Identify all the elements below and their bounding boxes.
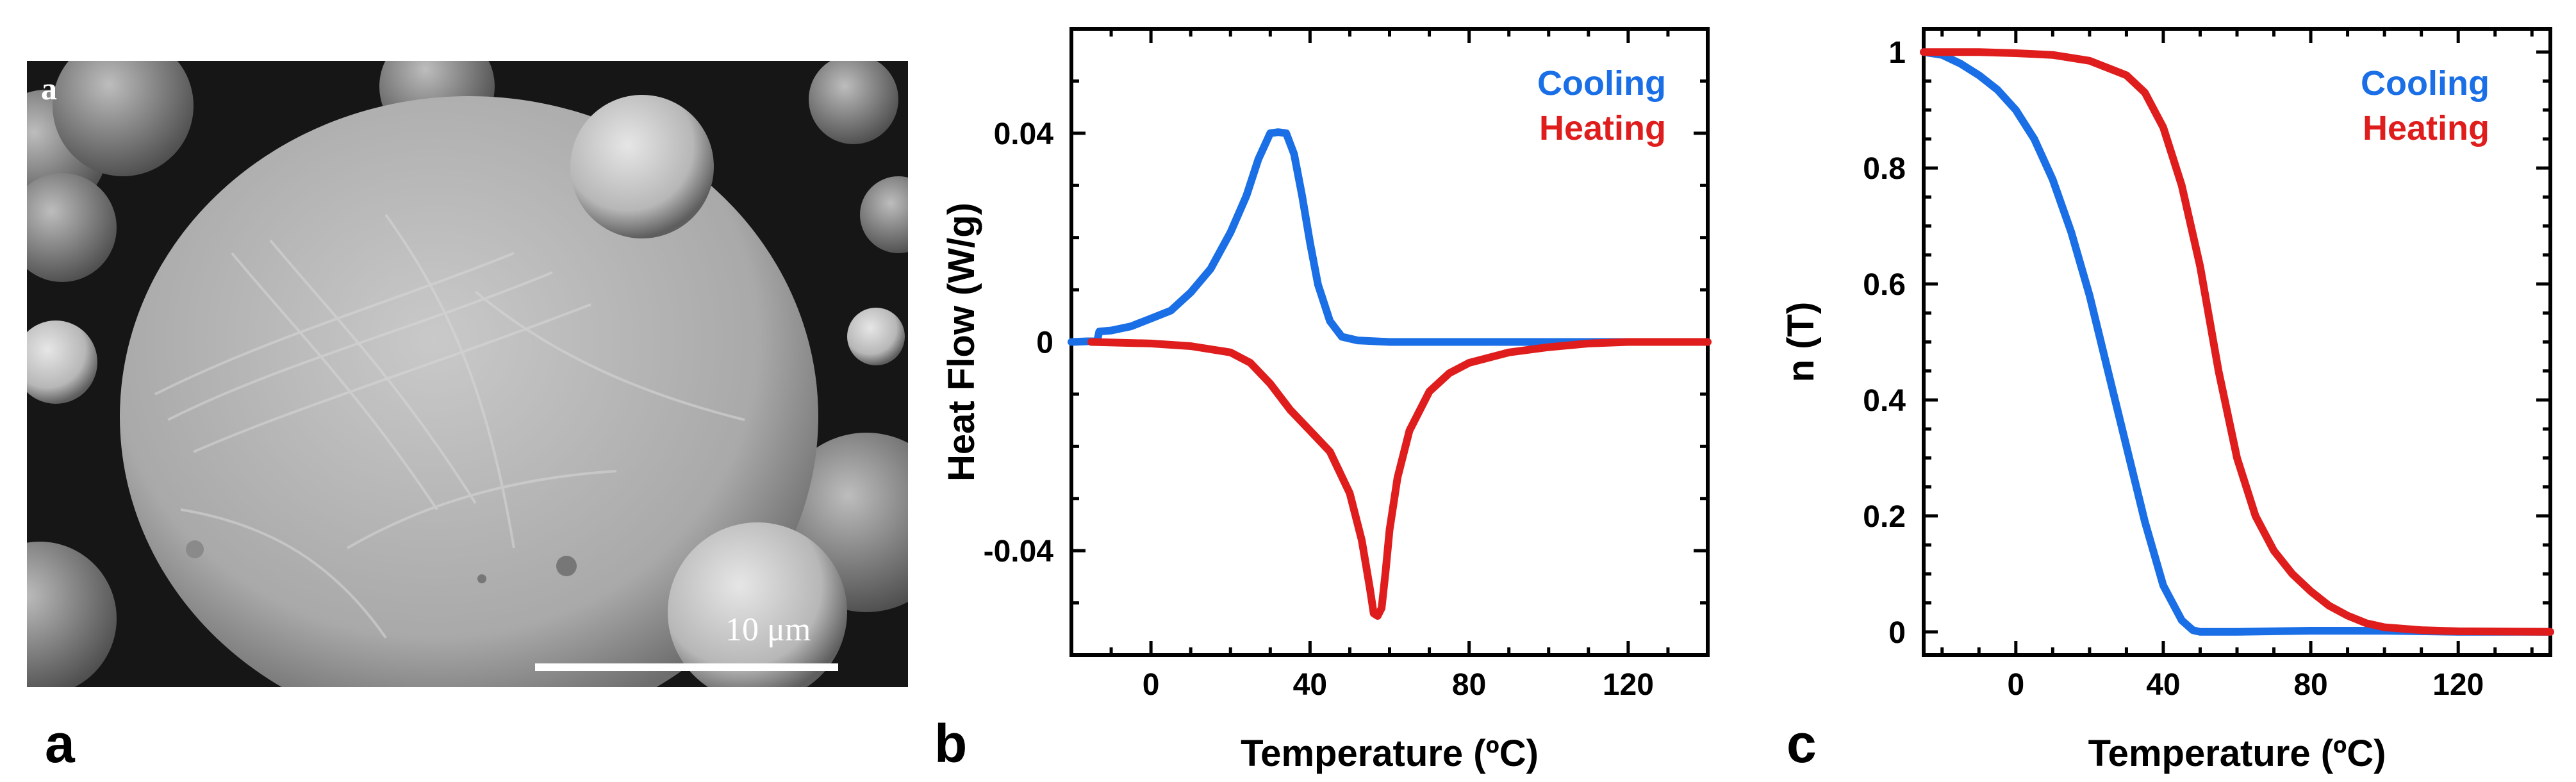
y-tick-label-b: 0: [1036, 326, 1053, 360]
x-tick-label-b: 80: [1452, 668, 1486, 702]
series-line-cooling-b: [1068, 128, 1632, 346]
chart-c: 0 40 80 120 0 0.2 0.4 0.6 0.8 1 Temperature (ºC) n …: [1780, 27, 2554, 774]
x-tick-label-c: 80: [2293, 668, 2327, 702]
x-tick-label-b: 40: [1293, 668, 1327, 702]
chart-b: 0 40 80 120 -0.04 0 0.04 Temperature (ºC) Heat F…: [941, 27, 1712, 774]
panel-letter-b: b: [934, 713, 968, 774]
x-axis-title-b: Temperature (ºC): [1241, 733, 1539, 774]
x-tick-label-b: 120: [1603, 668, 1654, 702]
legend-heating-c: Heating: [2363, 109, 2489, 147]
sem-inset-label: a: [41, 71, 57, 106]
panel-letter-c: c: [1787, 713, 1817, 774]
x-axis-title-c: Temperature (ºC): [2088, 733, 2386, 774]
y-tick-label-c: 0.8: [1863, 152, 1906, 186]
y-axis-title-c: n (T): [1780, 302, 1822, 383]
sem-micrograph: a 10 μm: [27, 61, 908, 687]
scale-bar-label: 10 μm: [725, 611, 811, 648]
y-tick-label-c: 0.2: [1863, 500, 1906, 534]
series-line-heating-c: [1920, 48, 2554, 636]
legend-cooling-c: Cooling: [2361, 64, 2489, 103]
x-tick-label-b: 0: [1143, 668, 1160, 702]
series-line-heating-b: [1087, 338, 1712, 620]
sem-micrograph-particle-icon: [27, 61, 908, 687]
y-tick-label-c: 0: [1888, 616, 1906, 650]
legend-heating-b: Heating: [1539, 109, 1666, 147]
panel-letter-a: a: [45, 713, 75, 774]
y-axis-title-b: Heat Flow (W/g): [941, 203, 982, 481]
x-tick-label-c: 120: [2432, 668, 2484, 702]
y-tick-label-c: 1: [1888, 36, 1906, 70]
y-tick-label-b: 0.04: [994, 117, 1054, 151]
y-tick-label-c: 0.6: [1863, 268, 1906, 302]
series-line-cooling-c: [1920, 48, 2554, 636]
x-tick-label-c: 0: [2007, 668, 2024, 702]
x-tick-label-c: 40: [2146, 668, 2180, 702]
legend-cooling-b: Cooling: [1537, 64, 1666, 103]
y-tick-label-b: -0.04: [984, 535, 1054, 569]
y-tick-label-c: 0.4: [1863, 384, 1906, 418]
